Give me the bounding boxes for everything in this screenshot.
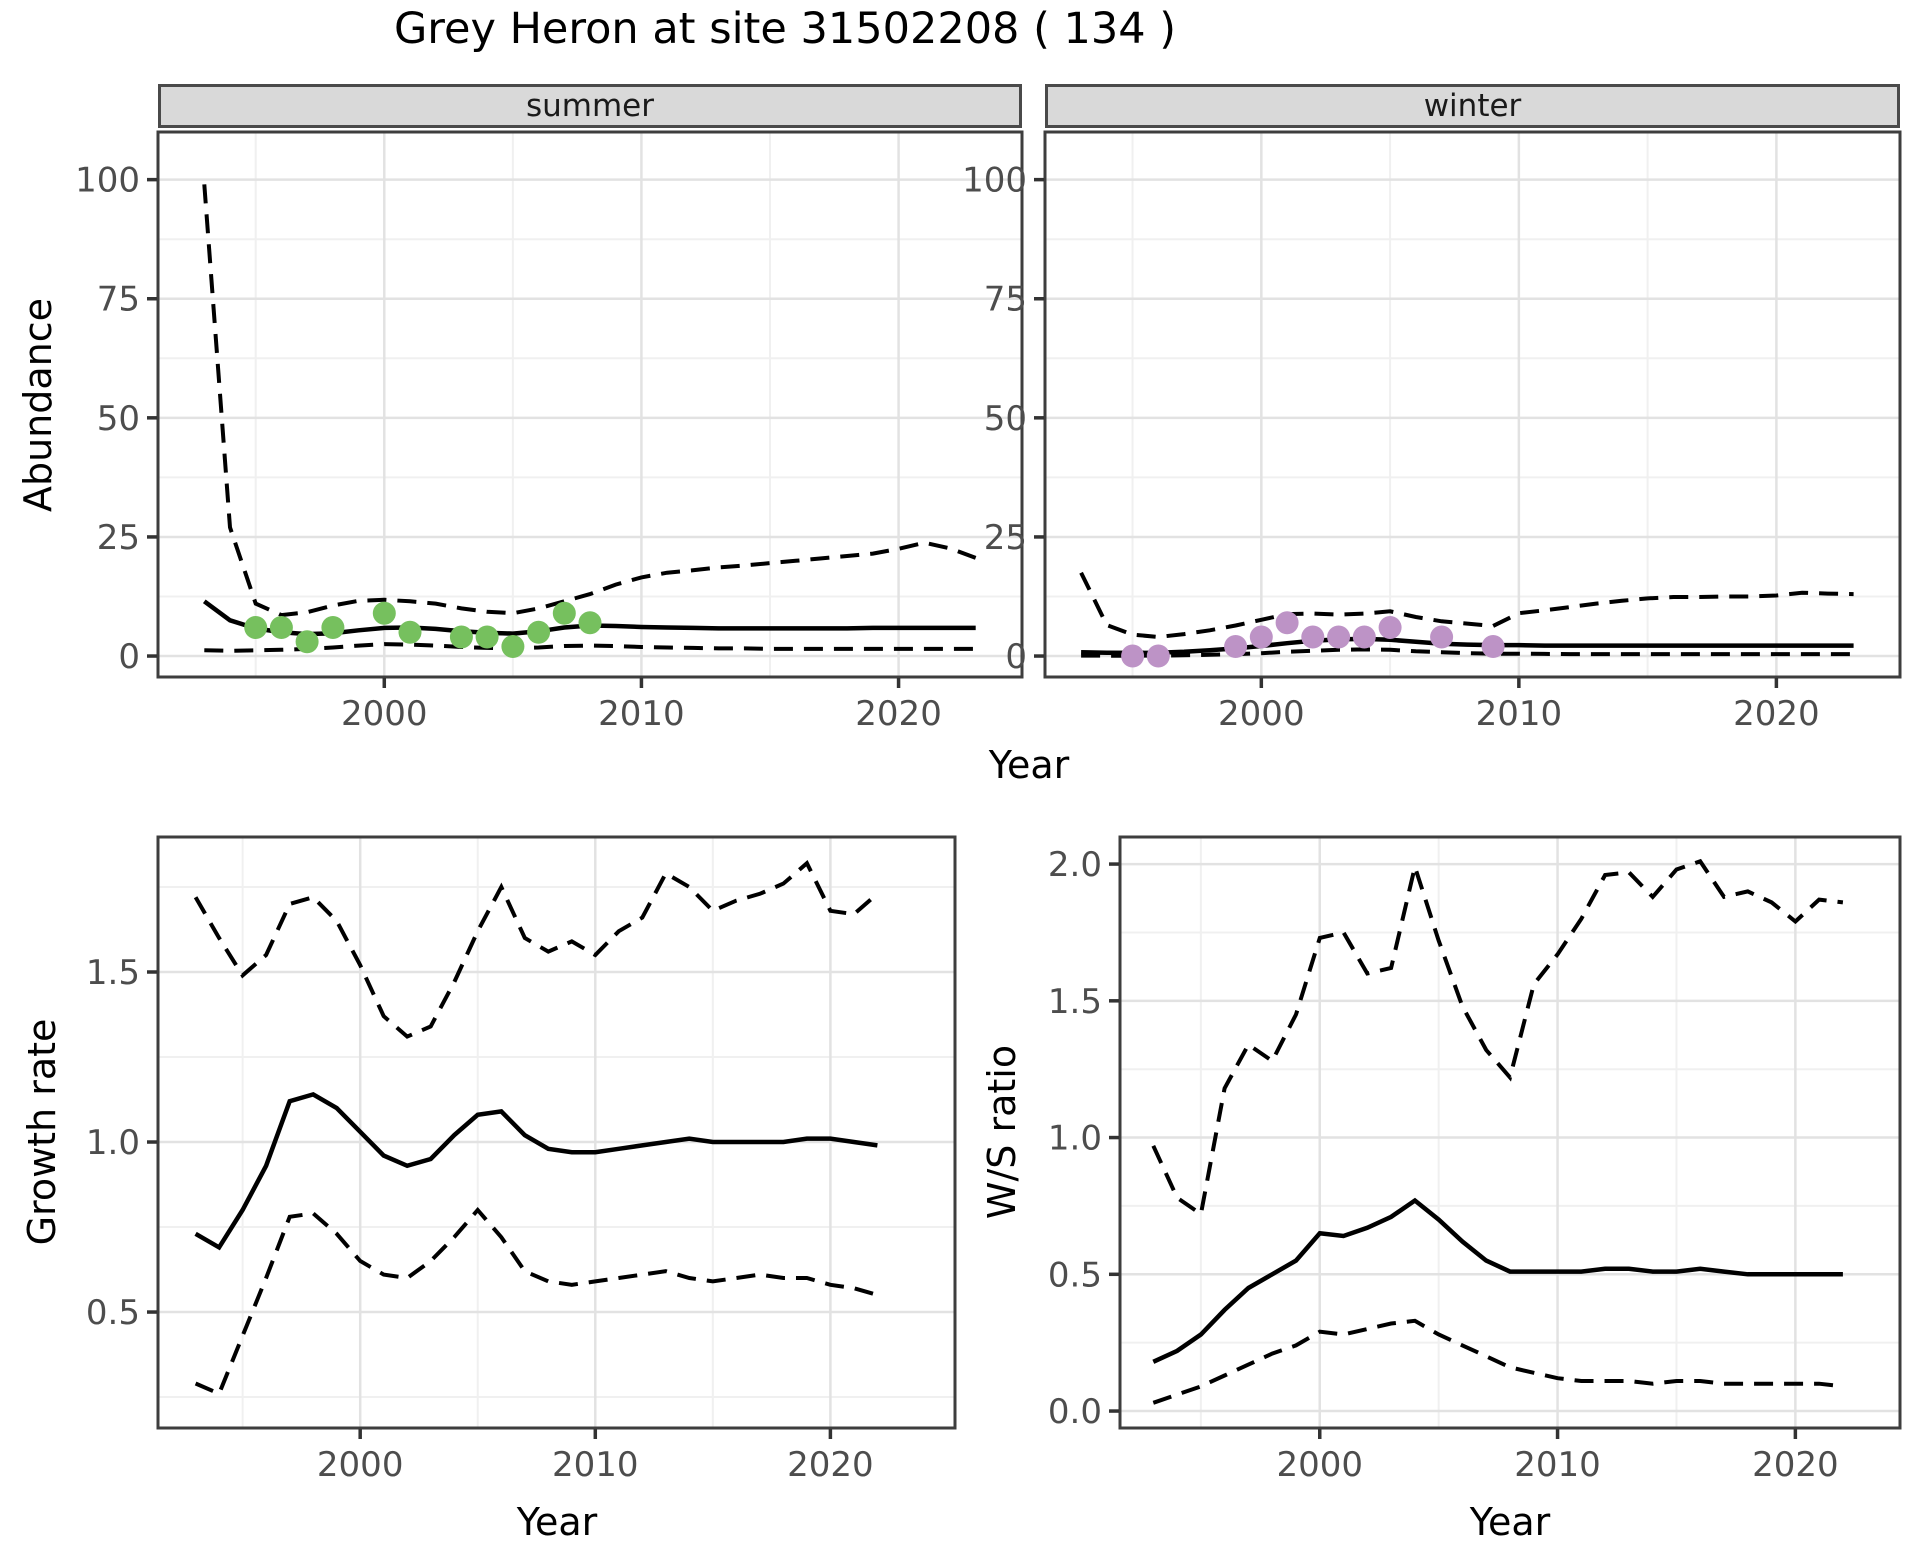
x-tick-label: 2020: [855, 694, 942, 734]
abundance-winter-observed-point: [1146, 644, 1170, 668]
abundance-winter-observed-point: [1378, 616, 1402, 639]
abundance-winter-upper-ci-line: [1079, 571, 1854, 640]
abundance-winter-observed-point: [1352, 625, 1376, 649]
abundance-winter-fitted-line: [1081, 636, 1854, 656]
y-tick-label: 1.0: [1048, 1119, 1102, 1159]
abundance-summer-observed-point: [527, 620, 551, 644]
panel-border: [1043, 130, 1902, 679]
y-tick-label: 2.0: [1048, 845, 1102, 885]
abundance-summer-observed-point: [552, 601, 576, 625]
panel-background: [158, 132, 1022, 677]
y-tick-label: 0.5: [1048, 1255, 1102, 1295]
y-axis-title-abundance: Abundance: [16, 297, 60, 513]
x-tick-label: 2000: [1218, 694, 1305, 734]
y-axis-title-growth-rate: Growth rate: [20, 1018, 64, 1246]
ws-ratio-upper-ci-line: [1151, 858, 1844, 1218]
y-tick-label: 0: [1005, 637, 1027, 677]
panel-border: [156, 835, 957, 1430]
abundance-winter-observed-point: [1224, 635, 1248, 658]
y-tick-label: 100: [962, 161, 1027, 201]
abundance-summer-observed-point: [449, 625, 473, 649]
y-tick-label: 100: [75, 161, 140, 201]
y-tick-label: 25: [984, 518, 1027, 558]
y-tick-label: 75: [984, 280, 1027, 320]
abundance-summer-observed-point: [501, 635, 525, 658]
abundance-summer-upper-ci-line: [202, 184, 977, 618]
ws-ratio-lower-ci-line: [1152, 1318, 1844, 1405]
x-tick-label: 2000: [317, 1445, 404, 1485]
abundance-summer-observed-point: [578, 611, 602, 635]
panel-border: [1118, 835, 1902, 1430]
abundance-winter-observed-point: [1327, 625, 1351, 649]
x-tick-label: 2020: [1752, 1445, 1839, 1485]
page-title: Grey Heron at site 31502208 ( 134 ): [393, 4, 1177, 54]
y-tick-label: 50: [984, 399, 1027, 439]
abundance-winter-observed-point: [1430, 625, 1454, 649]
x-tick-label: 2000: [1276, 1445, 1363, 1485]
abundance-summer-observed-point: [372, 601, 396, 625]
facet-strip-summer-label: summer: [525, 88, 654, 124]
y-axis-title-ws-ratio: W/S ratio: [980, 1044, 1024, 1220]
y-tick-label: 1.5: [86, 953, 140, 993]
y-tick-label: 0.5: [86, 1293, 140, 1333]
y-tick-label: 0.0: [1048, 1392, 1102, 1432]
y-tick-label: 75: [97, 280, 140, 320]
ws-ratio-fitted-line: [1152, 1197, 1843, 1364]
panel-abundance-summer: 2000 2010 2020 0 25 50 75 100: [75, 130, 1024, 734]
abundance-winter-lower-ci-line: [1081, 647, 1854, 658]
abundance-summer-observed-point: [321, 616, 345, 639]
abundance-summer-observed-point: [295, 630, 319, 654]
abundance-winter-observed-point: [1249, 625, 1273, 649]
y-tick-label: 25: [97, 518, 140, 558]
facet-strip-summer: summer: [158, 84, 1022, 128]
abundance-winter-observed-point: [1121, 644, 1145, 668]
y-tick-label: 50: [97, 399, 140, 439]
panel-growth-rate: 2000 2010 2020 0.5 1.0 1.5: [86, 835, 957, 1485]
growth-rate-upper-ci-line: [193, 859, 879, 1039]
panel-ws-ratio: 2000 2010 2020 0.0 0.5 1.0 1.5 2.0: [1048, 835, 1902, 1485]
facet-strip-winter: winter: [1045, 84, 1900, 128]
abundance-summer-observed-point: [244, 616, 268, 639]
abundance-summer-observed-point: [398, 620, 422, 644]
x-tick-label: 2020: [1733, 694, 1820, 734]
x-tick-label: 2000: [341, 694, 428, 734]
panel-border: [156, 130, 1024, 679]
x-axis-title-year-ws: Year: [1469, 1500, 1551, 1544]
abundance-winter-observed-point: [1481, 635, 1505, 658]
growth-rate-fitted-line: [194, 1091, 878, 1251]
abundance-winter-observed-point: [1301, 625, 1325, 649]
x-tick-label: 2010: [1514, 1445, 1601, 1485]
x-axis-title-year-growth: Year: [516, 1500, 598, 1544]
facet-strip-winter-label: winter: [1423, 88, 1522, 124]
x-tick-label: 2010: [598, 694, 685, 734]
growth-rate-lower-ci-line: [194, 1206, 878, 1397]
x-axis-title-year-top: Year: [988, 743, 1070, 787]
abundance-winter-observed-point: [1275, 611, 1299, 635]
panel-abundance-winter: 2000 2010 2020 0 25 50 75 100: [962, 130, 1902, 734]
x-tick-label: 2010: [552, 1445, 639, 1485]
abundance-summer-observed-point: [475, 625, 499, 649]
panel-background: [1120, 837, 1900, 1428]
x-tick-label: 2020: [787, 1445, 874, 1485]
abundance-summer-lower-ci-line: [204, 642, 976, 653]
panel-background: [158, 837, 955, 1428]
abundance-summer-observed-point: [269, 616, 293, 639]
x-tick-label: 2010: [1476, 694, 1563, 734]
panel-background: [1045, 132, 1900, 677]
y-tick-label: 0: [118, 637, 140, 677]
y-tick-label: 1.5: [1048, 982, 1102, 1022]
y-tick-label: 1.0: [86, 1123, 140, 1163]
